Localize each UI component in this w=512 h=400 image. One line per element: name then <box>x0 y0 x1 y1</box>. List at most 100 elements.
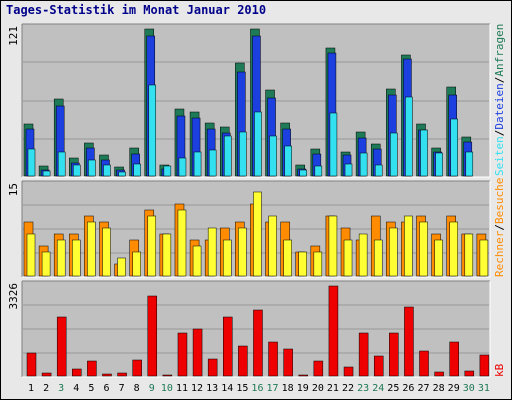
x-tick-label: 18 <box>282 383 294 394</box>
legend-top-panel: Seiten/Dateien/Anfragen <box>493 24 506 176</box>
seiten-bar <box>269 135 277 177</box>
kb-bar <box>223 316 233 377</box>
kb-bar <box>117 372 127 377</box>
kb-bar <box>449 341 459 377</box>
seiten-bar <box>420 129 428 177</box>
legend-separator: / <box>493 130 506 137</box>
x-tick-label: 5 <box>88 383 94 394</box>
x-tick-label: 19 <box>297 383 309 394</box>
kb-bar <box>373 355 384 377</box>
rechner-bar <box>223 239 232 277</box>
x-tick-label: 1 <box>28 383 34 394</box>
seiten-bar <box>178 157 187 177</box>
kb-bar <box>328 285 339 377</box>
seiten-bar <box>118 171 126 177</box>
kb-bar <box>389 332 399 377</box>
rechner-bar <box>434 239 443 277</box>
kb-bar <box>253 309 263 377</box>
rechner-bar <box>449 221 458 277</box>
x-tick-label: 16 <box>251 383 263 394</box>
x-tick-label: 29 <box>448 383 460 394</box>
x-tick-label: 12 <box>191 383 203 394</box>
seiten-bar <box>405 96 413 177</box>
rechner-bar <box>358 233 368 277</box>
seiten-bar <box>193 151 202 177</box>
legend-separator: / <box>493 224 506 231</box>
rechner-bar <box>328 215 338 277</box>
rechner-bar <box>162 233 172 277</box>
kb-bar <box>268 341 278 377</box>
legend-separator: / <box>493 77 506 84</box>
x-tick-label: 25 <box>387 383 399 394</box>
rechner-bar <box>26 233 36 277</box>
x-tick-label: 30 <box>463 383 475 394</box>
kb-bar <box>464 370 475 377</box>
rechner-bar <box>253 191 262 277</box>
chart-title: Tages-Statistik im Monat Januar 2010 <box>6 3 267 17</box>
x-tick-label: 4 <box>73 383 79 394</box>
rechner-bar <box>373 239 383 277</box>
x-tick-label: 17 <box>267 383 279 394</box>
seiten-bar <box>314 165 323 177</box>
x-tick-label: 6 <box>103 383 109 394</box>
rechner-bar <box>283 239 292 277</box>
legend-seiten: Seiten <box>493 136 506 176</box>
rechner-bar <box>298 251 307 277</box>
kb-bar <box>102 373 112 377</box>
kb-bar <box>479 354 490 377</box>
rechner-bar <box>147 215 157 277</box>
seiten-bar <box>284 145 292 177</box>
x-tick-label: 23 <box>357 383 369 394</box>
seiten-bar <box>435 152 443 177</box>
rechner-bar <box>464 233 474 277</box>
x-tick-label: 13 <box>206 383 218 394</box>
seiten-bar <box>224 135 232 177</box>
kb-bar <box>298 374 308 377</box>
legend-anfragen: Anfragen <box>493 24 506 77</box>
legend-rechner: Rechner <box>493 230 506 277</box>
x-tick-label: 24 <box>372 383 384 394</box>
seiten-bar <box>88 159 96 177</box>
seiten-bar <box>344 163 353 177</box>
kb-bar <box>434 371 444 377</box>
x-tick-label: 15 <box>236 383 248 394</box>
kb-bar <box>56 316 67 377</box>
x-tick-label: 26 <box>402 383 414 394</box>
seiten-bar <box>374 164 383 177</box>
rechner-bar <box>192 245 202 277</box>
rechner-bar <box>343 239 353 277</box>
x-tick-label: 22 <box>342 383 354 394</box>
x-tick-label: 14 <box>221 383 233 394</box>
kb-bar <box>283 348 293 377</box>
x-tick-label: 27 <box>417 383 429 394</box>
kb-bar <box>147 295 158 377</box>
rechner-bar <box>87 221 96 277</box>
legend-dateien: Dateien <box>493 83 506 129</box>
y-axis-max-label: 121 <box>7 26 20 46</box>
kb-bar <box>72 368 82 377</box>
kb-bar <box>238 345 248 377</box>
rechner-bar <box>117 257 126 277</box>
seiten-bar <box>148 84 157 177</box>
seiten-bar <box>27 148 36 177</box>
legend-besuche: Besuche <box>493 178 506 224</box>
kb-bar <box>192 328 203 377</box>
x-tick-label: 2 <box>43 383 49 394</box>
seiten-bar <box>390 132 398 177</box>
seiten-bar <box>465 151 474 177</box>
seiten-bar <box>208 149 217 177</box>
x-tick-label: 21 <box>327 383 339 394</box>
kb-bar <box>343 366 354 377</box>
kb-bar <box>177 332 188 377</box>
kb-bar <box>419 350 429 377</box>
x-tick-label: 31 <box>478 383 490 394</box>
x-tick-label: 8 <box>134 383 140 394</box>
seiten-bar <box>329 112 338 177</box>
rechner-bar <box>41 251 51 277</box>
kb-bar <box>41 372 52 377</box>
rechner-bar <box>72 239 81 277</box>
x-tick-label: 9 <box>149 383 155 394</box>
x-tick-label: 7 <box>119 383 125 394</box>
rechner-bar <box>102 227 111 277</box>
